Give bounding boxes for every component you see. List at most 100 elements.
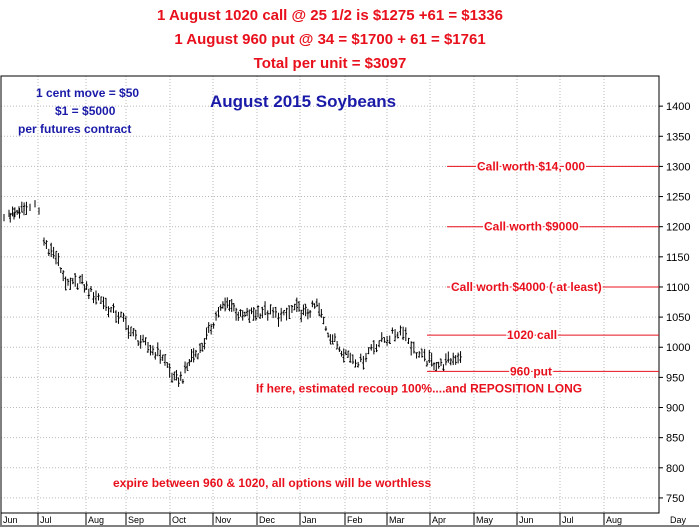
price-bar	[241, 310, 244, 321]
price-bar	[326, 332, 330, 338]
price-bar	[370, 344, 373, 351]
price-bar	[456, 352, 460, 364]
price-bar	[300, 309, 303, 323]
price-bar	[119, 311, 123, 318]
price-bar	[122, 312, 125, 322]
price-bar	[391, 327, 394, 334]
price-bar	[324, 326, 328, 332]
price-bar	[237, 311, 240, 321]
reposition-note: If here, estimated recoup 100%....and RE…	[256, 381, 582, 395]
header-line-1: 1 August 1020 call @ 25 1/2 is $1275 +61…	[157, 7, 503, 24]
price-bar	[234, 307, 238, 321]
price-bar	[190, 348, 193, 363]
price-bar	[159, 349, 162, 364]
price-bar	[409, 341, 413, 356]
price-bar	[367, 347, 370, 355]
cent-move-note: 1 cent move = $50	[36, 86, 140, 100]
price-bar	[156, 342, 159, 357]
price-bar	[69, 277, 72, 290]
price-bar	[285, 307, 288, 321]
price-bar	[388, 335, 391, 344]
level-label: Call worth $14, 000	[477, 159, 585, 173]
price-bar	[64, 276, 67, 291]
price-bar	[117, 311, 120, 324]
price-bar	[263, 301, 267, 316]
price-bar	[439, 358, 443, 367]
price-bar	[261, 306, 264, 319]
x-month-label: Jan	[302, 515, 317, 525]
price-bar	[223, 297, 227, 312]
price-bar	[452, 352, 455, 366]
price-bar	[134, 329, 137, 340]
price-bar	[418, 351, 421, 358]
price-bar	[239, 309, 242, 317]
y-tick-label: 1350	[666, 131, 690, 143]
header-line-2: 1 August 960 put @ 34 = $1700 + 61 = $17…	[174, 31, 486, 48]
price-bar	[333, 333, 337, 342]
price-bar	[144, 337, 147, 346]
price-bar	[404, 327, 408, 342]
x-month-label: Feb	[347, 515, 363, 525]
x-month-label: Aug	[606, 515, 622, 525]
price-bar	[311, 300, 314, 308]
price-bar	[9, 212, 12, 223]
price-bar	[137, 340, 140, 346]
price-bar	[362, 355, 365, 370]
price-bar	[342, 348, 345, 363]
price-level-lines: Call worth $14, 000 Call worth $9000 Call …	[113, 158, 659, 490]
price-bar	[297, 301, 301, 312]
price-bar	[109, 306, 113, 313]
x-month-label: Mar	[389, 515, 405, 525]
price-bar	[76, 283, 79, 290]
price-bar	[132, 328, 135, 337]
price-bar	[454, 355, 457, 365]
level-label: 960 put	[510, 364, 552, 378]
y-tick-label: 1000	[666, 342, 690, 354]
price-bar	[228, 299, 231, 312]
price-bar	[198, 343, 202, 354]
price-bar	[320, 309, 323, 318]
price-bar	[209, 323, 213, 335]
price-bar	[415, 352, 418, 359]
x-month-label: May	[476, 515, 494, 525]
price-bar	[230, 298, 233, 312]
price-bar	[161, 354, 164, 361]
price-bar	[428, 350, 431, 363]
price-bar	[232, 303, 236, 312]
price-bar	[442, 364, 445, 372]
price-bar	[186, 362, 189, 372]
chart-title: August 2015 Soybeans	[210, 92, 397, 111]
plot-frame	[0, 75, 660, 514]
price-bar	[83, 284, 86, 293]
price-bar	[322, 316, 325, 325]
price-bar	[269, 304, 272, 315]
price-bar	[375, 344, 378, 353]
price-bar	[226, 297, 229, 309]
price-bar	[399, 325, 402, 336]
price-bar	[331, 334, 334, 345]
y-tick-label: 800	[666, 463, 684, 475]
level-label: Call worth $4000 ( at least)	[451, 280, 602, 294]
price-bar	[277, 312, 280, 327]
price-bar	[94, 290, 98, 305]
price-bar	[425, 360, 429, 367]
level-label: 1020 call	[507, 328, 557, 342]
price-bar	[317, 302, 321, 317]
x-month-label: Sep	[128, 515, 144, 525]
price-bar	[168, 363, 171, 378]
price-bar	[141, 334, 145, 343]
price-bar	[74, 273, 77, 287]
price-bar	[99, 296, 103, 304]
price-bar	[205, 327, 208, 340]
price-bar	[304, 303, 307, 317]
price-bar	[359, 353, 362, 363]
price-bar	[192, 348, 195, 363]
price-bar	[85, 281, 88, 290]
price-bar	[89, 286, 93, 292]
price-bar	[248, 309, 251, 323]
price-bar	[266, 310, 269, 321]
price-bar	[340, 350, 343, 357]
price-bar	[279, 307, 283, 322]
price-bar	[420, 348, 424, 358]
price-bar	[396, 331, 399, 339]
